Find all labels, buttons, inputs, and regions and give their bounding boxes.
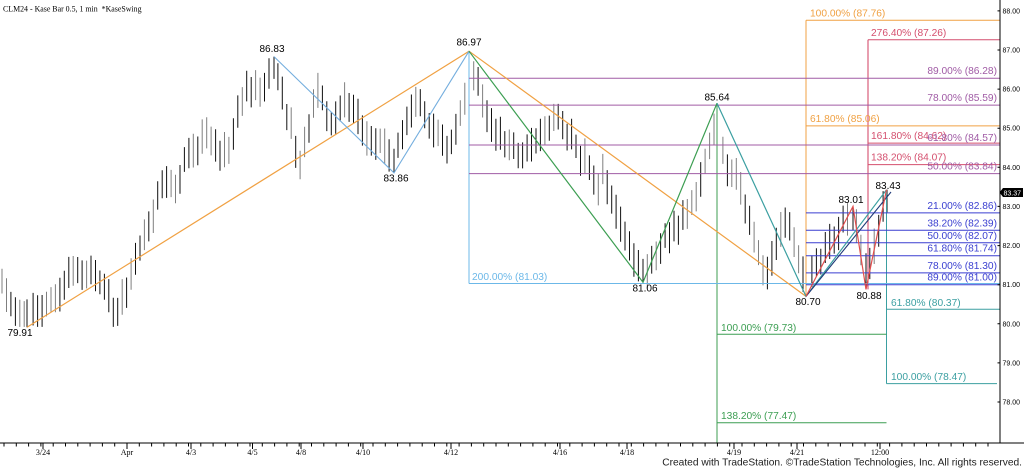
svg-text:78.00: 78.00 [1003, 400, 1021, 407]
svg-text:83.86: 83.86 [383, 174, 408, 185]
svg-text:81.00: 81.00 [1003, 282, 1021, 289]
svg-text:50.00% (82.07): 50.00% (82.07) [927, 231, 997, 242]
svg-text:88.00: 88.00 [1003, 8, 1021, 15]
svg-text:87.00: 87.00 [1003, 48, 1021, 55]
svg-text:83.43: 83.43 [875, 181, 900, 192]
svg-text:4/10: 4/10 [356, 448, 370, 457]
svg-text:100.00% (79.73): 100.00% (79.73) [721, 323, 796, 334]
svg-text:85.00: 85.00 [1003, 126, 1021, 133]
svg-text:86.00: 86.00 [1003, 87, 1021, 94]
svg-text:4/3: 4/3 [186, 448, 196, 457]
svg-text:78.00% (85.59): 78.00% (85.59) [927, 93, 997, 104]
svg-text:83.01: 83.01 [838, 195, 863, 206]
svg-text:84.00: 84.00 [1003, 165, 1021, 172]
svg-text:83.37: 83.37 [1004, 190, 1022, 197]
svg-text:3/24: 3/24 [36, 448, 50, 457]
svg-text:4/21: 4/21 [790, 448, 804, 457]
svg-text:81.06: 81.06 [632, 284, 657, 295]
svg-text:4/19: 4/19 [727, 448, 741, 457]
svg-text:83.00: 83.00 [1003, 204, 1021, 211]
svg-text:79.91: 79.91 [7, 328, 32, 339]
svg-text:12:00: 12:00 [871, 448, 889, 457]
svg-text:161.80% (84.62): 161.80% (84.62) [871, 131, 946, 142]
svg-text:276.40% (87.26): 276.40% (87.26) [871, 28, 946, 39]
svg-text:4/8: 4/8 [296, 448, 306, 457]
svg-text:4/12: 4/12 [444, 448, 458, 457]
svg-text:38.20% (82.39): 38.20% (82.39) [927, 218, 997, 229]
svg-text:61.80% (80.37): 61.80% (80.37) [891, 298, 961, 309]
svg-text:85.64: 85.64 [704, 93, 729, 104]
svg-text:200.00% (81.03): 200.00% (81.03) [472, 272, 547, 283]
svg-text:CLM24 - Kase Bar 0.5, 1 min *: CLM24 - Kase Bar 0.5, 1 min *KaseSwing [3, 5, 142, 14]
svg-text:80.70: 80.70 [795, 297, 820, 308]
svg-text:80.00: 80.00 [1003, 321, 1021, 328]
svg-text:86.97: 86.97 [456, 38, 481, 49]
svg-text:4/5: 4/5 [247, 448, 257, 457]
svg-text:4/16: 4/16 [553, 448, 567, 457]
svg-text:89.00% (81.00): 89.00% (81.00) [927, 273, 997, 284]
svg-text:100.00% (87.76): 100.00% (87.76) [810, 8, 885, 19]
svg-text:100.00% (78.47): 100.00% (78.47) [891, 372, 966, 383]
svg-text:4/18: 4/18 [620, 448, 634, 457]
svg-text:Created with TradeStation. ©Tr: Created with TradeStation. ©TradeStation… [662, 458, 1022, 469]
svg-text:61.80% (81.74): 61.80% (81.74) [927, 244, 997, 255]
svg-text:61.80% (85.06): 61.80% (85.06) [810, 114, 880, 125]
svg-text:50.00% (83.84): 50.00% (83.84) [927, 162, 997, 173]
svg-text:Apr: Apr [121, 448, 134, 457]
svg-text:78.00% (81.30): 78.00% (81.30) [927, 261, 997, 272]
svg-text:89.00% (86.28): 89.00% (86.28) [927, 66, 997, 77]
svg-text:138.20% (77.47): 138.20% (77.47) [721, 411, 796, 422]
svg-text:80.88: 80.88 [856, 291, 881, 302]
svg-text:86.83: 86.83 [259, 44, 284, 55]
svg-text:79.00: 79.00 [1003, 360, 1021, 367]
svg-text:21.00% (82.86): 21.00% (82.86) [927, 201, 997, 212]
svg-text:61.80% (84.57): 61.80% (84.57) [927, 133, 997, 144]
svg-text:82.00: 82.00 [1003, 243, 1021, 250]
svg-text:138.20% (84.07): 138.20% (84.07) [871, 153, 946, 164]
